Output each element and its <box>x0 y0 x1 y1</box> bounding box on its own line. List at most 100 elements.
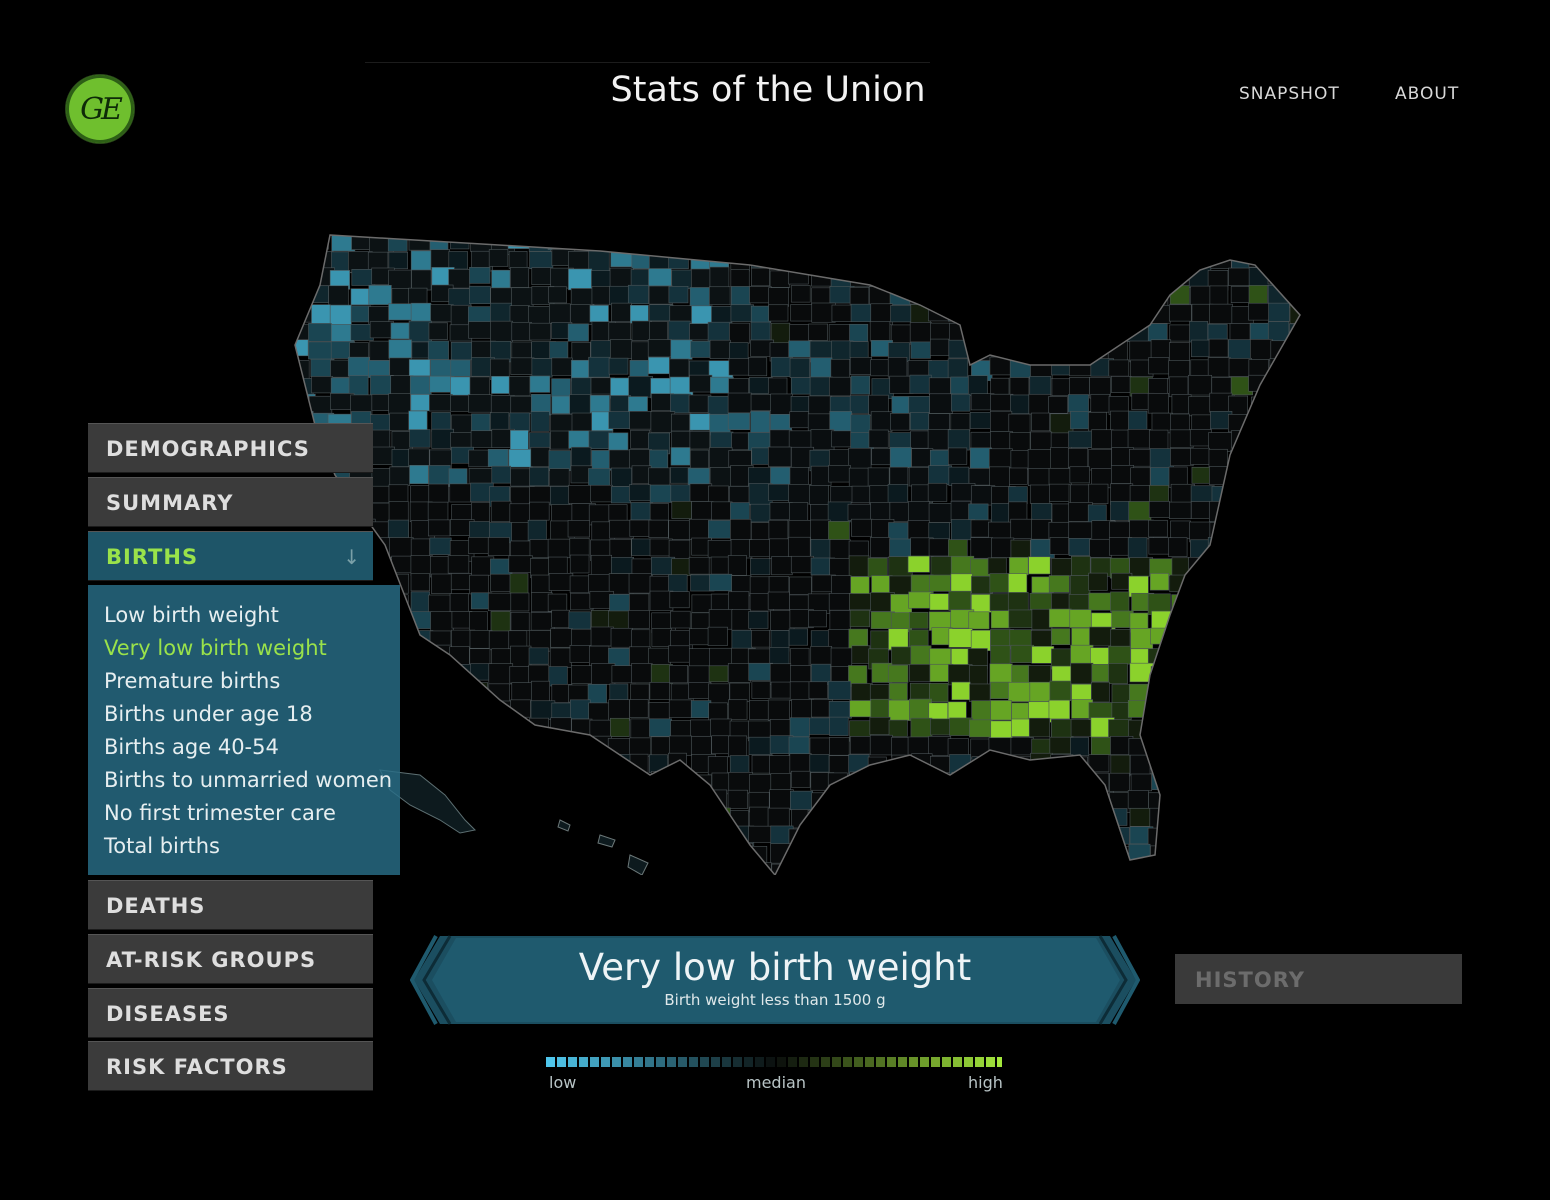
county-cell[interactable] <box>490 611 511 633</box>
county-cell[interactable] <box>650 771 672 789</box>
county-cell[interactable] <box>1051 341 1073 362</box>
county-cell[interactable] <box>1111 376 1132 393</box>
county-cell[interactable] <box>389 215 409 232</box>
county-cell[interactable] <box>1191 627 1211 647</box>
county-cell[interactable] <box>1269 233 1289 253</box>
county-cell[interactable] <box>529 375 551 393</box>
county-cell[interactable] <box>849 861 873 875</box>
county-cell[interactable] <box>647 339 672 358</box>
county-cell[interactable] <box>1248 413 1273 435</box>
county-cell[interactable] <box>548 286 567 304</box>
county-cell[interactable] <box>1270 340 1292 362</box>
county-cell[interactable] <box>548 843 569 864</box>
county-cell[interactable] <box>1089 538 1112 558</box>
county-cell[interactable] <box>849 828 871 848</box>
county-cell[interactable] <box>670 720 695 738</box>
county-cell[interactable] <box>1068 756 1088 775</box>
county-cell[interactable] <box>509 503 531 525</box>
county-cell[interactable] <box>468 754 490 775</box>
county-cell[interactable] <box>629 699 649 718</box>
county-cell[interactable] <box>1009 269 1033 287</box>
county-cell[interactable] <box>1069 356 1092 377</box>
county-cell[interactable] <box>1148 429 1169 450</box>
county-cell[interactable] <box>1229 628 1253 650</box>
county-cell[interactable] <box>829 376 851 397</box>
county-cell[interactable] <box>908 591 932 609</box>
county-cell[interactable] <box>768 446 792 467</box>
county-cell[interactable] <box>1088 754 1110 773</box>
county-cell[interactable] <box>1190 285 1212 305</box>
county-cell[interactable] <box>1168 773 1189 793</box>
county-cell[interactable] <box>708 683 730 705</box>
county-cell[interactable] <box>589 719 612 739</box>
county-cell[interactable] <box>1049 680 1072 702</box>
county-cell[interactable] <box>470 789 490 810</box>
county-cell[interactable] <box>630 429 651 449</box>
county-cell[interactable] <box>568 684 590 703</box>
county-cell[interactable] <box>691 268 711 290</box>
county-cell[interactable] <box>490 302 512 323</box>
county-cell[interactable] <box>510 645 532 667</box>
county-cell[interactable] <box>589 394 610 414</box>
county-cell[interactable] <box>687 774 712 795</box>
county-cell[interactable] <box>1229 663 1251 682</box>
county-cell[interactable] <box>810 519 831 541</box>
county-cell[interactable] <box>1108 249 1131 267</box>
county-cell[interactable] <box>451 773 472 793</box>
county-cell[interactable] <box>789 411 809 429</box>
county-cell[interactable] <box>670 233 692 254</box>
county-cell[interactable] <box>509 720 531 741</box>
county-cell[interactable] <box>1109 521 1131 539</box>
county-cell[interactable] <box>651 807 671 827</box>
county-cell[interactable] <box>910 234 932 255</box>
county-cell[interactable] <box>729 216 748 233</box>
county-cell[interactable] <box>348 375 369 397</box>
county-cell[interactable] <box>867 557 888 578</box>
county-cell[interactable] <box>1230 846 1251 865</box>
county-cell[interactable] <box>909 285 931 305</box>
county-cell[interactable] <box>1228 789 1252 811</box>
county-cell[interactable] <box>551 215 569 233</box>
county-cell[interactable] <box>749 773 773 795</box>
county-cell[interactable] <box>1029 285 1049 307</box>
county-cell[interactable] <box>608 449 632 470</box>
county-cell[interactable] <box>790 555 814 574</box>
county-cell[interactable] <box>510 395 535 414</box>
county-cell[interactable] <box>1007 773 1029 791</box>
county-cell[interactable] <box>1169 285 1190 305</box>
county-cell[interactable] <box>528 843 551 864</box>
county-cell[interactable] <box>1109 772 1130 792</box>
county-cell[interactable] <box>370 216 390 233</box>
county-cell[interactable] <box>567 844 589 863</box>
county-cell[interactable] <box>951 681 971 701</box>
county-cell[interactable] <box>870 845 891 866</box>
county-cell[interactable] <box>1110 287 1130 305</box>
county-cell[interactable] <box>968 375 988 397</box>
county-cell[interactable] <box>789 717 810 738</box>
county-cell[interactable] <box>871 448 894 466</box>
county-cell[interactable] <box>1129 557 1153 577</box>
county-cell[interactable] <box>507 845 531 864</box>
county-cell[interactable] <box>970 629 991 652</box>
county-cell[interactable] <box>790 665 812 685</box>
county-cell[interactable] <box>747 648 773 666</box>
county-cell[interactable] <box>707 395 731 417</box>
county-cell[interactable] <box>890 250 911 269</box>
county-cell[interactable] <box>1128 860 1148 875</box>
county-cell[interactable] <box>990 828 1013 847</box>
county-cell[interactable] <box>768 377 788 396</box>
county-cell[interactable] <box>1130 269 1153 290</box>
county-cell[interactable] <box>1071 683 1094 701</box>
county-cell[interactable] <box>469 376 490 397</box>
county-cell[interactable] <box>427 501 449 522</box>
county-cell[interactable] <box>409 611 433 629</box>
county-cell[interactable] <box>1011 846 1034 869</box>
county-cell[interactable] <box>1070 411 1091 430</box>
county-cell[interactable] <box>569 394 592 415</box>
county-cell[interactable] <box>631 465 652 484</box>
county-cell[interactable] <box>1070 303 1092 321</box>
county-cell[interactable] <box>849 771 874 791</box>
county-cell[interactable] <box>1168 360 1191 380</box>
county-cell[interactable] <box>271 287 293 304</box>
county-cell[interactable] <box>908 396 930 414</box>
